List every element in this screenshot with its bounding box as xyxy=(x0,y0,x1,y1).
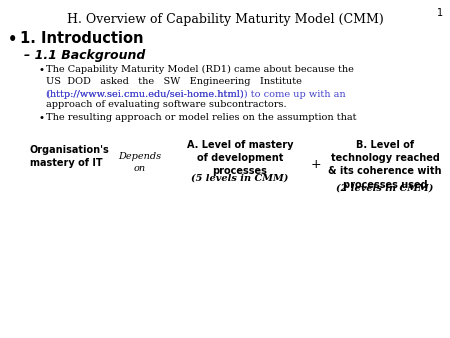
Text: Depends
on: Depends on xyxy=(118,152,162,173)
Text: (http://www.sei.cmu.edu/sei-home.html)) to come up with an: (http://www.sei.cmu.edu/sei-home.html)) … xyxy=(46,90,346,99)
Text: A. Level of mastery
of development
processes: A. Level of mastery of development proce… xyxy=(187,140,293,176)
Text: 1. Introduction: 1. Introduction xyxy=(20,31,144,46)
Text: •: • xyxy=(8,32,18,47)
Text: The Capability Maturity Model (RD1) came about because the
US  DOD   asked   the: The Capability Maturity Model (RD1) came… xyxy=(46,65,354,86)
Text: •: • xyxy=(38,65,44,75)
Text: +: + xyxy=(310,158,321,171)
Text: The resulting approach or model relies on the assumption that: The resulting approach or model relies o… xyxy=(46,113,356,122)
Text: •: • xyxy=(38,113,44,123)
Text: approach of evaluating software subcontractors.: approach of evaluating software subcontr… xyxy=(46,100,287,109)
Text: (5 levels in CMM): (5 levels in CMM) xyxy=(191,174,289,183)
Text: (http://www.sei.cmu.edu/sei-home.html): (http://www.sei.cmu.edu/sei-home.html) xyxy=(46,90,244,99)
Text: B. Level of
technology reached
& its coherence with
processes used: B. Level of technology reached & its coh… xyxy=(328,140,442,190)
Text: – 1.1 Background: – 1.1 Background xyxy=(24,49,145,62)
Text: (2 levels in CMM): (2 levels in CMM) xyxy=(336,184,434,193)
Text: 1: 1 xyxy=(437,8,443,18)
Text: Organisation's
mastery of IT: Organisation's mastery of IT xyxy=(30,145,110,168)
Text: H. Overview of Capability Maturity Model (CMM): H. Overview of Capability Maturity Model… xyxy=(67,13,383,26)
